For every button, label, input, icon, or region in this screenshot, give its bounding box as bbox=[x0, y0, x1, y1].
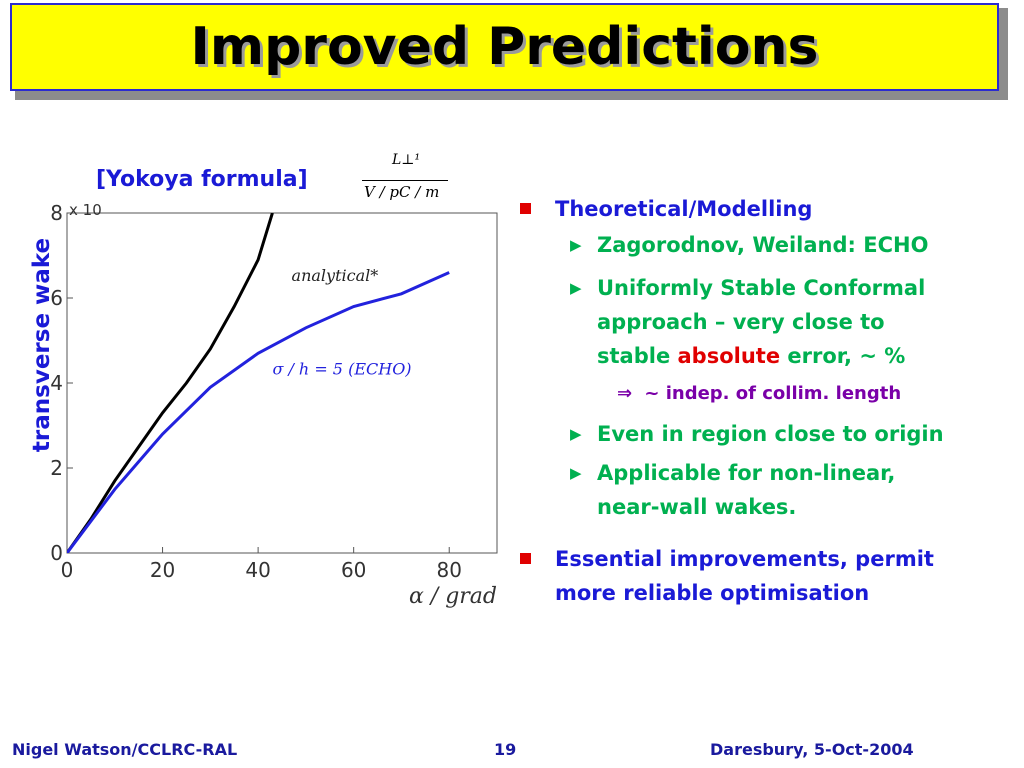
y-axis-label: transverse wake bbox=[29, 237, 55, 453]
arrow-bullet-icon: ▶ bbox=[570, 279, 582, 297]
y-tick-label: 2 bbox=[50, 456, 63, 480]
footer-page-number: 19 bbox=[494, 740, 517, 759]
bullet-line-1: Uniformly Stable Conformal bbox=[597, 276, 926, 300]
y-tick-label: 0 bbox=[50, 541, 63, 565]
bullet-origin: ▶ Even in region close to origin bbox=[570, 417, 944, 451]
x-tick-label: 80 bbox=[436, 558, 461, 582]
bullet-line-1: Essential improvements, permit bbox=[555, 547, 934, 571]
annotation-analytical: analytical* bbox=[292, 266, 379, 285]
footer-author: Nigel Watson/CCLRC-RAL bbox=[12, 740, 238, 759]
bullet-line-2: near-wall wakes. bbox=[597, 495, 797, 519]
arrow-bullet-icon: ▶ bbox=[570, 425, 582, 443]
y-axis-label-wrap: transverse wake bbox=[22, 230, 62, 460]
bullet-nonlinear: ▶ Applicable for non-linear, near-wall w… bbox=[570, 456, 895, 524]
bullet-text: Theoretical/Modelling bbox=[555, 197, 813, 221]
title-banner: Improved Predictions bbox=[10, 3, 999, 91]
y-multiplier-label: x 10 bbox=[69, 201, 102, 219]
bullet-text: ~ indep. of collim. length bbox=[644, 383, 902, 404]
arrow-bullet-icon: ▶ bbox=[570, 236, 582, 254]
x-tick-label: 0 bbox=[61, 558, 74, 582]
series-line-1 bbox=[67, 271, 450, 553]
bullet-echo: ▶ Zagorodnov, Weiland: ECHO bbox=[570, 228, 928, 262]
fraction-denominator: V / pC / m bbox=[364, 183, 440, 201]
annotation-echo: σ / h = 5 (ECHO) bbox=[272, 360, 411, 379]
x-tick-label: 60 bbox=[341, 558, 366, 582]
x-tick-label: 40 bbox=[245, 558, 270, 582]
x-tick-label: 20 bbox=[150, 558, 175, 582]
bullet-text: Zagorodnov, Weiland: ECHO bbox=[597, 233, 929, 257]
bullet-conformal: ▶ Uniformly Stable Conformal approach – … bbox=[570, 271, 925, 373]
yokoya-label: [Yokoya formula] bbox=[96, 167, 308, 192]
sub-bullet-length: ⇒ ~ indep. of collim. length bbox=[617, 380, 901, 408]
absolute-highlight: absolute bbox=[677, 344, 781, 368]
implies-arrow-icon: ⇒ bbox=[617, 383, 633, 404]
bullet-line-3: stable absolute error, ~ % bbox=[597, 344, 906, 368]
bullet-line-1: Applicable for non-linear, bbox=[597, 461, 896, 485]
bullet-square-icon bbox=[520, 203, 531, 214]
bullet-essential: Essential improvements, permit more reli… bbox=[520, 542, 934, 610]
y-tick-label: 6 bbox=[50, 286, 63, 310]
y-tick-label: 8 bbox=[50, 201, 63, 225]
bullet-line-2: more reliable optimisation bbox=[555, 581, 870, 605]
bullet-square-icon bbox=[520, 553, 531, 564]
fraction-numerator: L⊥¹ bbox=[392, 152, 421, 168]
bullet-theoretical: Theoretical/Modelling bbox=[520, 192, 812, 226]
fraction-bar bbox=[362, 180, 448, 181]
series-line-0 bbox=[67, 213, 274, 553]
plot-frame bbox=[66, 212, 498, 554]
arrow-bullet-icon: ▶ bbox=[570, 464, 582, 482]
bullet-line-2: approach – very close to bbox=[597, 310, 885, 334]
slide-title: Improved Predictions bbox=[190, 17, 819, 77]
y-tick-label: 4 bbox=[50, 371, 63, 395]
wake-chart: 0 20 40 60 80 0 2 4 6 8 x 10 α / grad analytical* σ /… bbox=[50, 201, 498, 609]
bullet-text: Even in region close to origin bbox=[597, 422, 944, 446]
footer-date: Daresbury, 5-Oct-2004 bbox=[710, 740, 914, 759]
x-axis-label: α / grad bbox=[409, 584, 497, 609]
units-fraction: L⊥¹ V / pC / m bbox=[362, 150, 450, 206]
